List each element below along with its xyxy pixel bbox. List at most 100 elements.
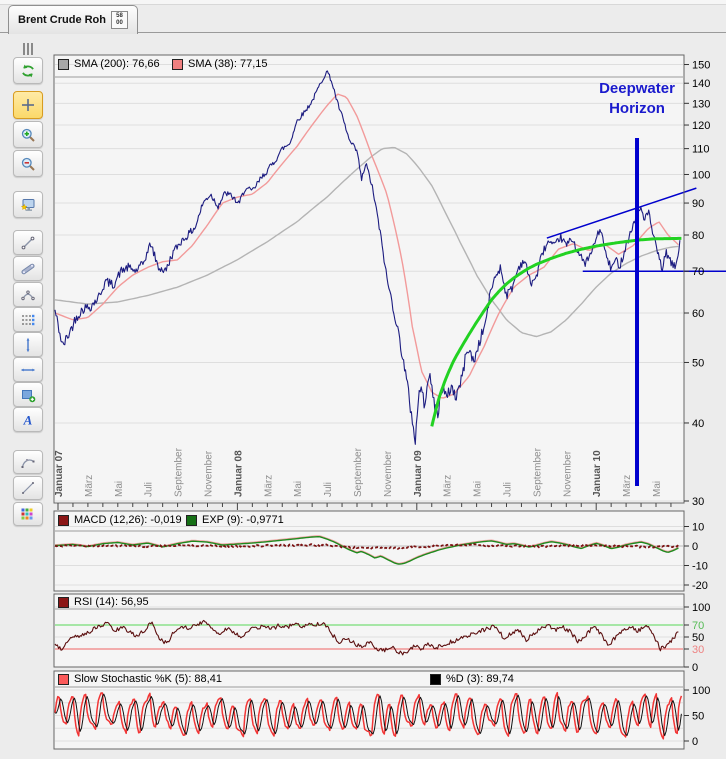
y-axis-label: 100 [692, 602, 710, 614]
fibonacci-icon [20, 312, 36, 328]
y-axis-label: -10 [692, 561, 708, 573]
annotation-line1: Deepwater [599, 80, 675, 97]
sma-200--line [54, 146, 679, 338]
y-axis-label: 0 [692, 541, 698, 553]
y-axis-label: 150 [692, 60, 710, 72]
legend-item-rsi: RSI (14): 56,95 [58, 596, 149, 608]
x-axis-month-label: Juli [144, 482, 155, 497]
price-plot-border [53, 54, 685, 504]
trendline-icon [20, 235, 36, 251]
instrument-icon-row: 00 [116, 20, 123, 26]
chart-wizard-icon [20, 197, 36, 213]
y-axis-label: 50 [692, 357, 704, 369]
vertical-line-icon [20, 337, 36, 353]
y-axis-label: -20 [692, 580, 708, 592]
x-axis-month-label: November [562, 450, 573, 497]
y-axis-label: 50 [692, 711, 704, 723]
x-axis-month-label: September [174, 447, 185, 497]
legend-item-stoch-d: %D (3): 89,74 [430, 673, 514, 685]
parallel-channel-icon [20, 261, 36, 277]
crosshair-icon [20, 97, 36, 113]
x-axis-month-label: Mai [473, 481, 484, 497]
x-axis-month-label: März [263, 475, 274, 497]
y-axis-label: 120 [692, 120, 710, 132]
y-axis-label: 130 [692, 98, 710, 110]
tool-horizontal-line[interactable] [13, 357, 43, 382]
resistance-trendline [546, 187, 697, 239]
tool-line-tool[interactable] [13, 476, 43, 500]
tool-text-tool[interactable]: A [13, 407, 43, 432]
x-axis-month-label: September [353, 447, 364, 497]
stoch-k-swatch [58, 673, 69, 685]
tool-vertical-line[interactable] [13, 332, 43, 357]
rsi-plot-bg [54, 594, 684, 667]
rsi-swatch [58, 596, 69, 608]
y-axis-label: 70 [692, 266, 704, 278]
price-chart-canvas[interactable]: 150 140 130 120 110 100 90 80 70 60 50 40 30 Januar 0… [48, 50, 726, 510]
x-axis-month-label: Juli [503, 482, 514, 497]
y-axis-label: 0 [692, 736, 698, 748]
y-axis-label: 50 [692, 632, 704, 644]
y-axis-label: 10 [692, 522, 704, 534]
tool-curve-tool[interactable] [13, 450, 43, 474]
tool-trendline[interactable] [13, 230, 43, 255]
color-palette-icon [20, 506, 36, 522]
tool-fibonacci[interactable] [13, 307, 43, 332]
legend-item-sma38: SMA (38): 77,15 [172, 58, 268, 70]
rectangle-tool-icon [20, 387, 36, 403]
macd-plot-bg [54, 511, 684, 591]
horizontal-line-icon [20, 362, 36, 378]
drag-handle-icon [20, 41, 36, 57]
svg-text:A: A [23, 412, 33, 427]
rsi-plot-border [53, 593, 685, 668]
y-axis-label: 90 [692, 198, 704, 210]
text-tool-icon: A [20, 412, 36, 428]
%k-5--line [54, 691, 683, 740]
tool-parallel-channel[interactable] [13, 256, 43, 281]
instrument-icon: 58 00 [111, 11, 128, 29]
y-axis-label: 70 [692, 620, 704, 632]
stoch-d-label: %D (3): 89,74 [446, 673, 514, 685]
tool-arc-tool[interactable] [13, 282, 43, 307]
tool-crosshair[interactable] [13, 91, 43, 119]
tool-rectangle-tool[interactable] [13, 382, 43, 407]
zoom-out-icon [20, 156, 36, 172]
x-axis-month-label: März [622, 475, 633, 497]
tool-refresh[interactable] [13, 57, 43, 84]
stochastic-panel-canvas[interactable]: 100 50 0 [48, 668, 726, 756]
x-axis-month-label: Mai [114, 481, 125, 497]
line-tool-icon [20, 480, 36, 496]
x-axis-month-label: Juli [323, 482, 334, 497]
x-axis-month-label: Januar 09 [413, 450, 424, 497]
tool-drag-handle [13, 41, 43, 57]
x-axis-month-label: Mai [293, 481, 304, 497]
tool-zoom-out[interactable] [13, 150, 43, 177]
x-axis-month-label: Januar 08 [233, 450, 244, 497]
rsi-label: RSI (14): 56,95 [74, 596, 149, 608]
tool-color-palette[interactable] [13, 502, 43, 526]
x-axis-month-label: November [383, 450, 394, 497]
tool-chart-wizard[interactable] [13, 191, 43, 218]
tab-brent-crude[interactable]: Brent Crude Roh 58 00 [8, 5, 138, 34]
exp-signal-shadow-line [54, 535, 679, 564]
stoch-plot-border [53, 670, 685, 750]
deepwater-horizon-annotation: Deepwater Horizon [584, 79, 690, 119]
%d-3--line [55, 693, 682, 737]
legend-item-sma200: SMA (200): 76,66 [58, 58, 160, 70]
y-axis-label: 30 [692, 496, 704, 508]
legend-item-exp: EXP (9): -0,9771 [186, 514, 284, 526]
y-axis-label: 40 [692, 418, 704, 430]
legend-item-macd: MACD (12,26): -0,019 [58, 514, 182, 526]
curve-tool-icon [20, 454, 36, 470]
sma38-label: SMA (38): 77,15 [188, 58, 268, 70]
tool-zoom-in[interactable] [13, 121, 43, 148]
y-axis-label: 110 [692, 144, 710, 156]
y-axis-label: 0 [692, 662, 698, 674]
macd-panel-canvas[interactable]: 10 0 -10 -20 [48, 508, 726, 592]
arc-tool-icon [20, 287, 36, 303]
instrument-icon-row: 58 [116, 13, 123, 19]
zoom-in-icon [20, 127, 36, 143]
y-axis-label: 100 [692, 685, 710, 697]
